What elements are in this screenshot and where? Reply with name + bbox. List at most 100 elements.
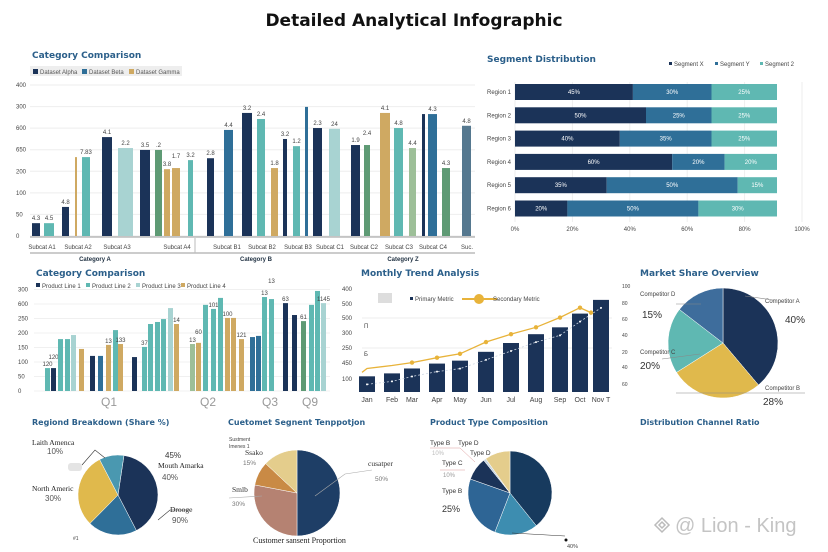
legend-swatch — [136, 283, 140, 287]
bar — [269, 299, 274, 391]
segment-annotation: Imenes 1 — [229, 444, 250, 450]
legend-swatch — [760, 62, 763, 65]
bar — [429, 363, 445, 392]
stacked-bar-segment — [515, 130, 620, 147]
slice-percent-label: 40% — [567, 544, 578, 550]
x-tick-label: Nov T — [592, 397, 611, 404]
y-tick-label: 100 — [16, 191, 27, 197]
chart-title: Monthly Trend Analysis — [361, 269, 479, 279]
bar-value-label: 4.1 — [381, 106, 390, 112]
bar-value-label: 4.1 — [103, 130, 112, 136]
x-tick-label: Q1 — [101, 395, 117, 409]
segment-value-label: 20% — [692, 160, 705, 166]
bar — [98, 355, 103, 391]
x-tick-label: Subcat C1 — [316, 245, 345, 251]
x-tick-label: Subcat B3 — [284, 245, 312, 251]
pie-slice — [676, 342, 759, 399]
chart-title: Distribution Channel Ratio — [640, 418, 760, 427]
leader-lines — [81, 449, 190, 521]
secondary-point — [533, 325, 539, 330]
trend-point — [579, 320, 581, 323]
bar — [75, 157, 77, 236]
bar — [106, 344, 111, 391]
pie-slice — [485, 450, 511, 494]
y-tick-label: 40 — [622, 365, 628, 371]
slice-name-label: Ssako — [245, 448, 263, 457]
segment-value-label: 50% — [666, 183, 679, 189]
y-tick-label: 600 — [16, 126, 27, 132]
bar — [250, 337, 255, 391]
chart-title: Category Comparison — [32, 51, 141, 61]
x-tick-label: Subcat A3 — [103, 245, 131, 251]
bar — [309, 304, 314, 391]
x-tick-label: Apr — [432, 397, 444, 404]
bar-value-label: 4.8 — [462, 119, 471, 125]
y-category-label: Region 3 — [487, 137, 512, 143]
bar — [572, 313, 588, 392]
secondary-line — [361, 307, 592, 373]
secondary-point — [577, 305, 583, 310]
legend-swatch — [181, 283, 185, 287]
y-tick-label: 100 — [342, 377, 353, 383]
y-tick-label: 50 — [16, 212, 23, 218]
bar-value-label: 4.3 — [428, 107, 437, 113]
bar — [207, 158, 214, 236]
bar-value-label: 4.4 — [224, 123, 233, 129]
slice-percent-label: 25% — [442, 504, 460, 514]
bar — [380, 112, 390, 236]
bar — [409, 148, 416, 236]
pie-slice — [679, 287, 724, 344]
bar-value-label: 121 — [236, 333, 247, 339]
y-tick-label: 100 — [18, 360, 29, 366]
x-tick-label: Subcat B1 — [213, 245, 241, 251]
page-title: Detailed Analytical Infographic — [265, 11, 562, 31]
stacked-bar-segment — [632, 84, 712, 100]
slice-percent-label: 15% — [642, 310, 662, 321]
x-tick-label: Subcat A1 — [28, 245, 56, 251]
bar — [428, 114, 437, 236]
chart-title: Cuetomet Segnent Tenppotjon — [228, 418, 366, 427]
y-tick-label: 0 — [16, 234, 20, 240]
legend-placeholder — [378, 293, 392, 303]
x-tick-label: Mar — [406, 397, 419, 404]
pie-slice — [117, 455, 159, 531]
bar — [218, 297, 223, 391]
bar-value-label: 1.9 — [351, 138, 360, 144]
bar — [211, 308, 216, 391]
bar — [142, 346, 147, 391]
legend-item: Primary Metric — [415, 297, 454, 303]
slice-percent-label: 28% — [763, 397, 783, 408]
stacked-bar-segment — [698, 200, 777, 217]
bar — [528, 334, 544, 392]
bar — [79, 348, 84, 391]
bar — [132, 357, 137, 391]
bar — [172, 168, 180, 236]
legend-item: Dataset Beta — [89, 70, 124, 76]
segment-value-label: 30% — [666, 90, 679, 96]
secondary-point — [508, 331, 514, 337]
bar — [71, 335, 76, 391]
trend-point — [600, 306, 602, 309]
bar — [164, 169, 170, 236]
x-tick-label: 60% — [681, 227, 694, 233]
y-tick-label: 80 — [622, 301, 628, 307]
legend-item: Product Line 1 — [42, 284, 81, 290]
x-tick-label: Sep — [554, 397, 567, 404]
bar-value-label: 14 — [173, 318, 180, 324]
bar — [292, 315, 297, 391]
bar — [271, 168, 278, 236]
slice-name-label: Smlb — [232, 485, 248, 494]
legend-item: Segment X — [674, 62, 704, 68]
bar-value-label: 120 — [48, 355, 59, 361]
pie-slice — [296, 449, 341, 537]
leader-lines — [511, 532, 566, 537]
segment-value-label: 30% — [732, 207, 745, 213]
percent-annotation: 45% — [165, 451, 181, 460]
bar — [32, 223, 40, 236]
segment-value-label: 35% — [555, 183, 568, 189]
bar — [478, 351, 494, 392]
y-tick-label: 250 — [18, 317, 29, 323]
x-tick-label: Q2 — [200, 395, 216, 409]
watermark: @ Lion - King — [653, 515, 796, 537]
stacked-bar-segment — [515, 107, 646, 124]
